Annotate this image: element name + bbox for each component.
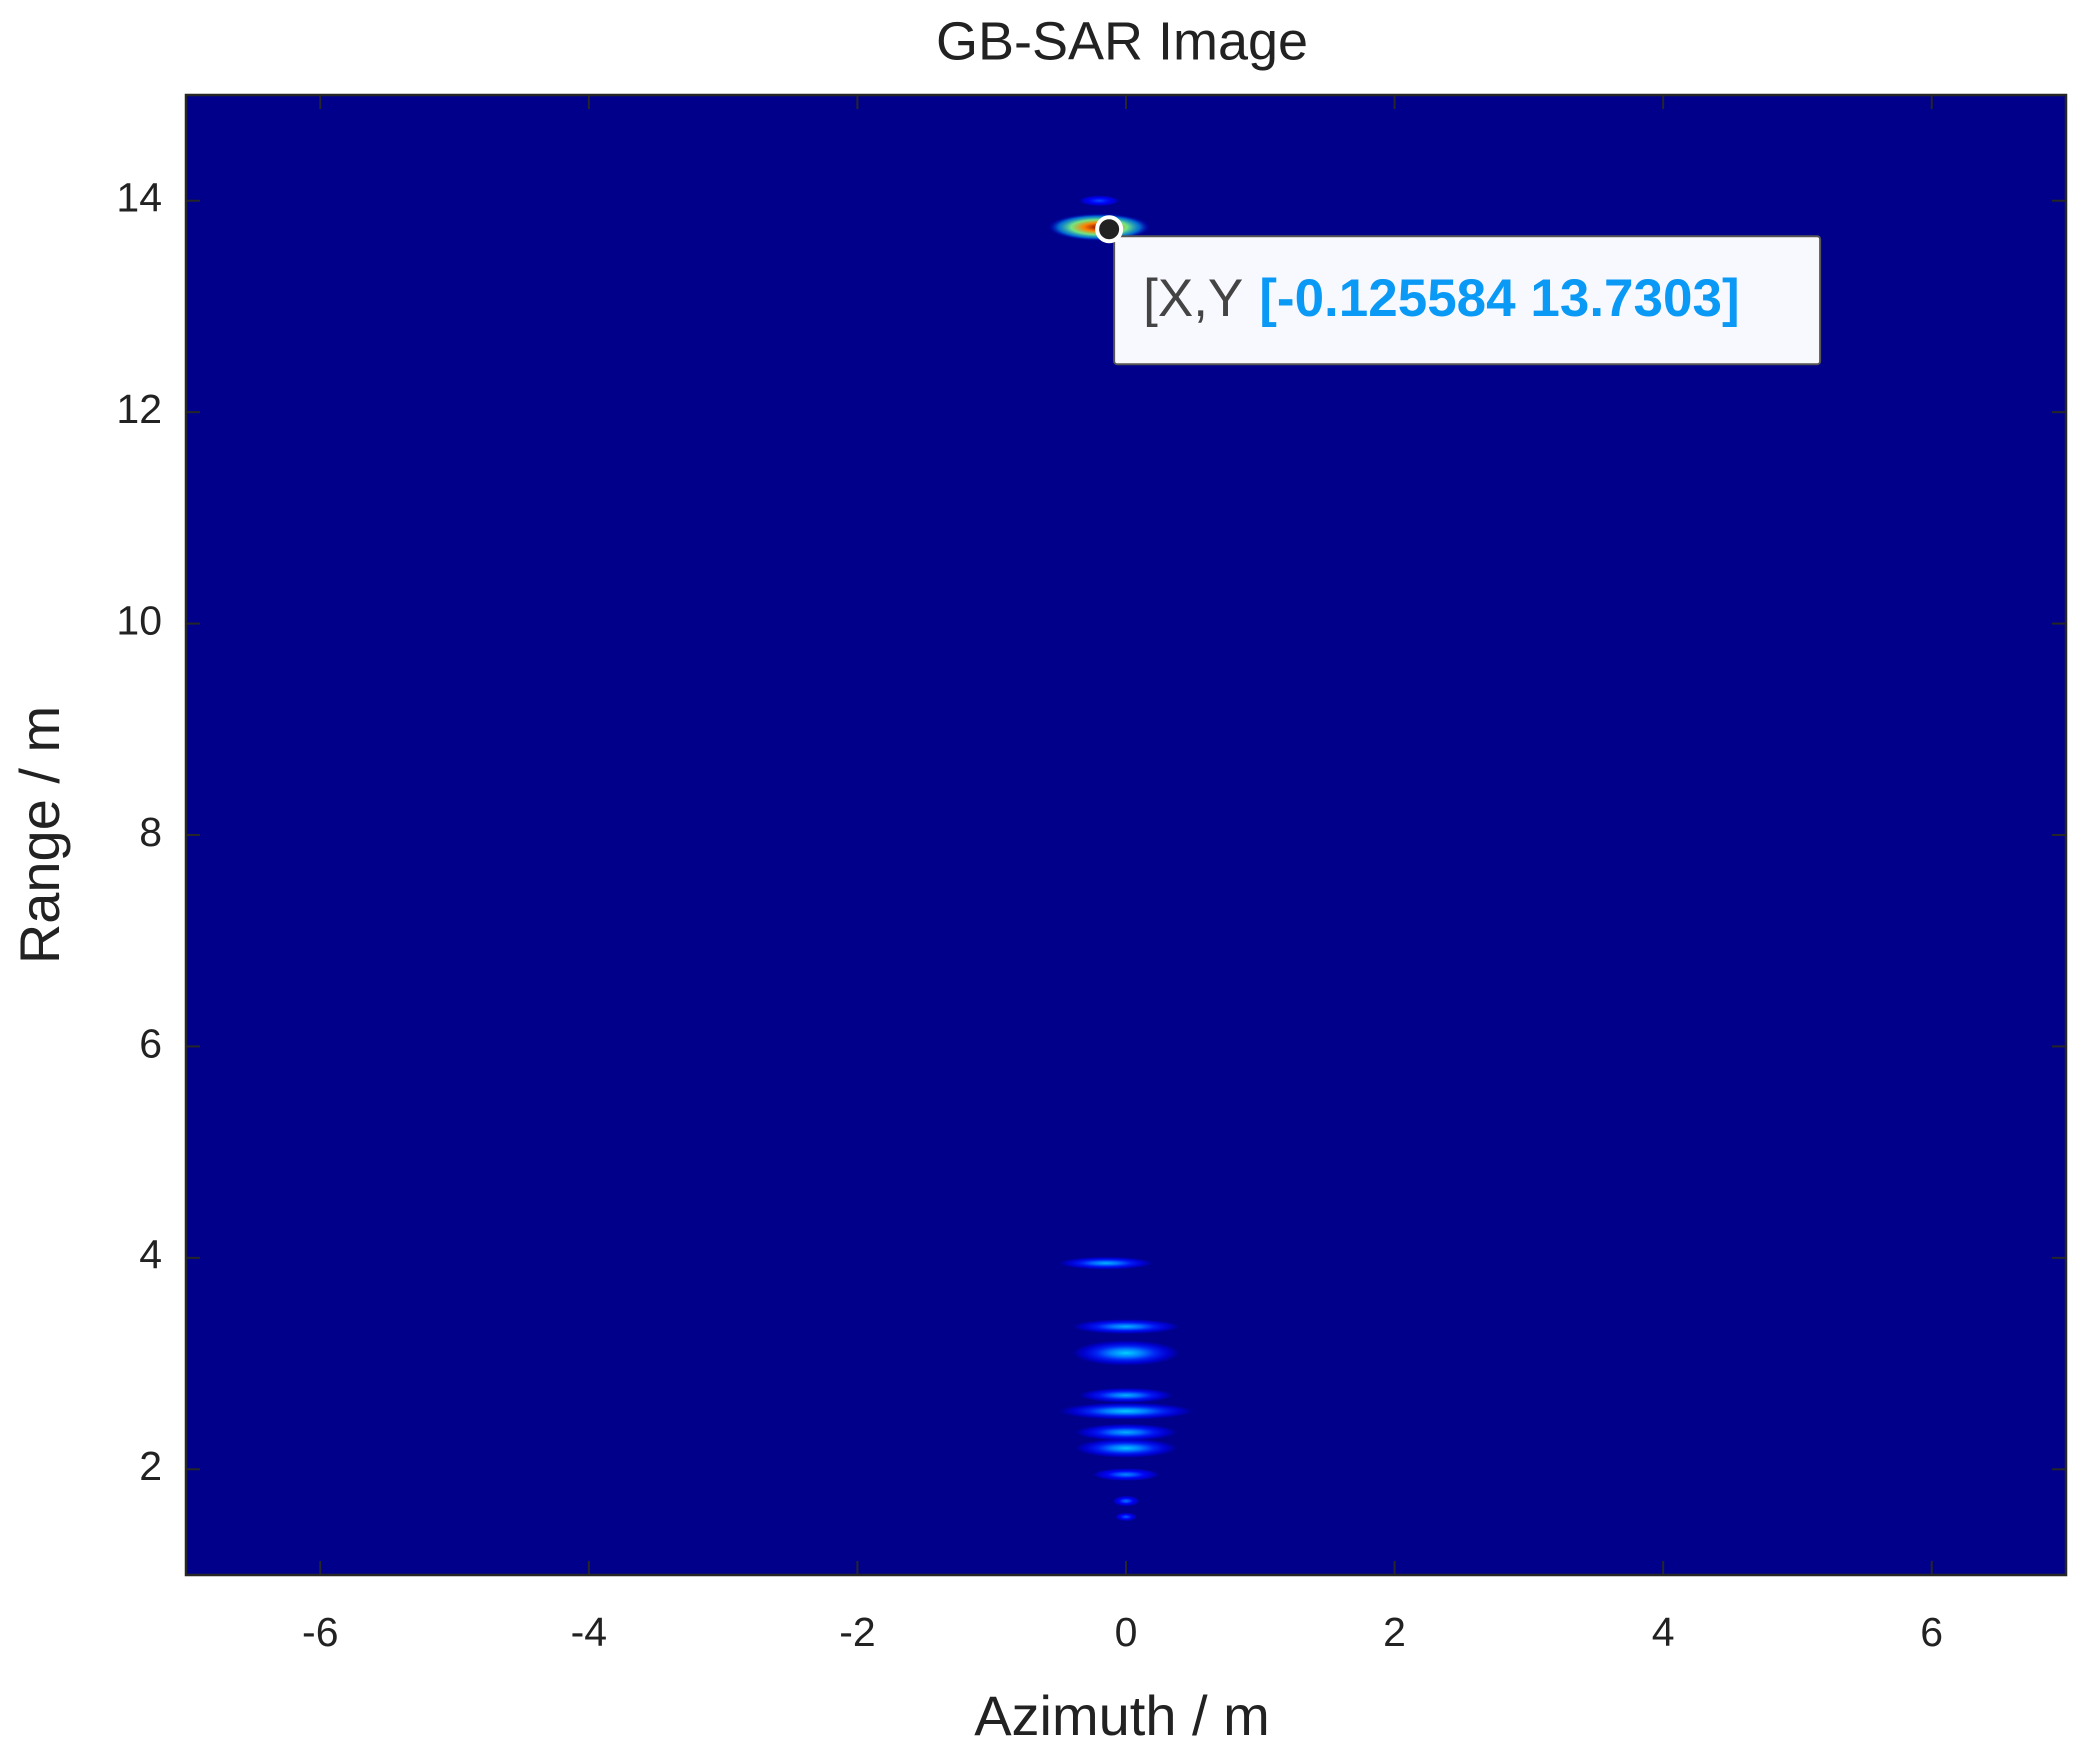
heatmap-spot bbox=[1112, 1495, 1140, 1507]
heatmap-spot bbox=[1072, 1340, 1180, 1366]
x-tick-label: 2 bbox=[1383, 1609, 1406, 1655]
x-tick-label: 4 bbox=[1652, 1609, 1675, 1655]
x-tick-label: -4 bbox=[571, 1609, 607, 1655]
heatmap-spot bbox=[1072, 1319, 1180, 1334]
heatmap-spot bbox=[1058, 1402, 1194, 1420]
chart-title: GB-SAR Image bbox=[936, 11, 1308, 71]
datatip-box bbox=[1113, 235, 1822, 366]
datatip-marker bbox=[1095, 215, 1124, 244]
x-tick-label: -2 bbox=[839, 1609, 875, 1655]
y-tick-label: 14 bbox=[116, 175, 162, 221]
y-axis-label: Range / m bbox=[8, 706, 71, 964]
y-tick-label: 10 bbox=[116, 597, 162, 643]
y-tick-label: 2 bbox=[139, 1443, 162, 1489]
y-tick-label: 8 bbox=[139, 809, 162, 855]
y-tick-label: 6 bbox=[139, 1020, 162, 1066]
x-tick-label: -6 bbox=[302, 1609, 338, 1655]
heatmap-spot bbox=[1074, 1438, 1178, 1458]
heatmap-spots bbox=[1048, 195, 1194, 1522]
datatip-label: [X,Y bbox=[1143, 269, 1243, 328]
x-axis-label: Azimuth / m bbox=[974, 1684, 1270, 1747]
y-tick-label: 4 bbox=[139, 1232, 162, 1278]
datatip-text: [X,Y [-0.125584 13.7303] bbox=[1143, 269, 1739, 328]
y-tick-label: 12 bbox=[116, 386, 162, 432]
heatmap-spot bbox=[1074, 1423, 1178, 1441]
heatmap-spot bbox=[1058, 1256, 1153, 1270]
heatmap-spot bbox=[1092, 1468, 1160, 1481]
x-tick-label: 6 bbox=[1920, 1609, 1943, 1655]
x-tick-label: 0 bbox=[1115, 1609, 1138, 1655]
heatmap-spot bbox=[1079, 1387, 1173, 1403]
heatmap-spot bbox=[1079, 195, 1120, 206]
heatmap-spot bbox=[1115, 1512, 1137, 1522]
datatip-value: [-0.125584 13.7303] bbox=[1259, 269, 1739, 328]
